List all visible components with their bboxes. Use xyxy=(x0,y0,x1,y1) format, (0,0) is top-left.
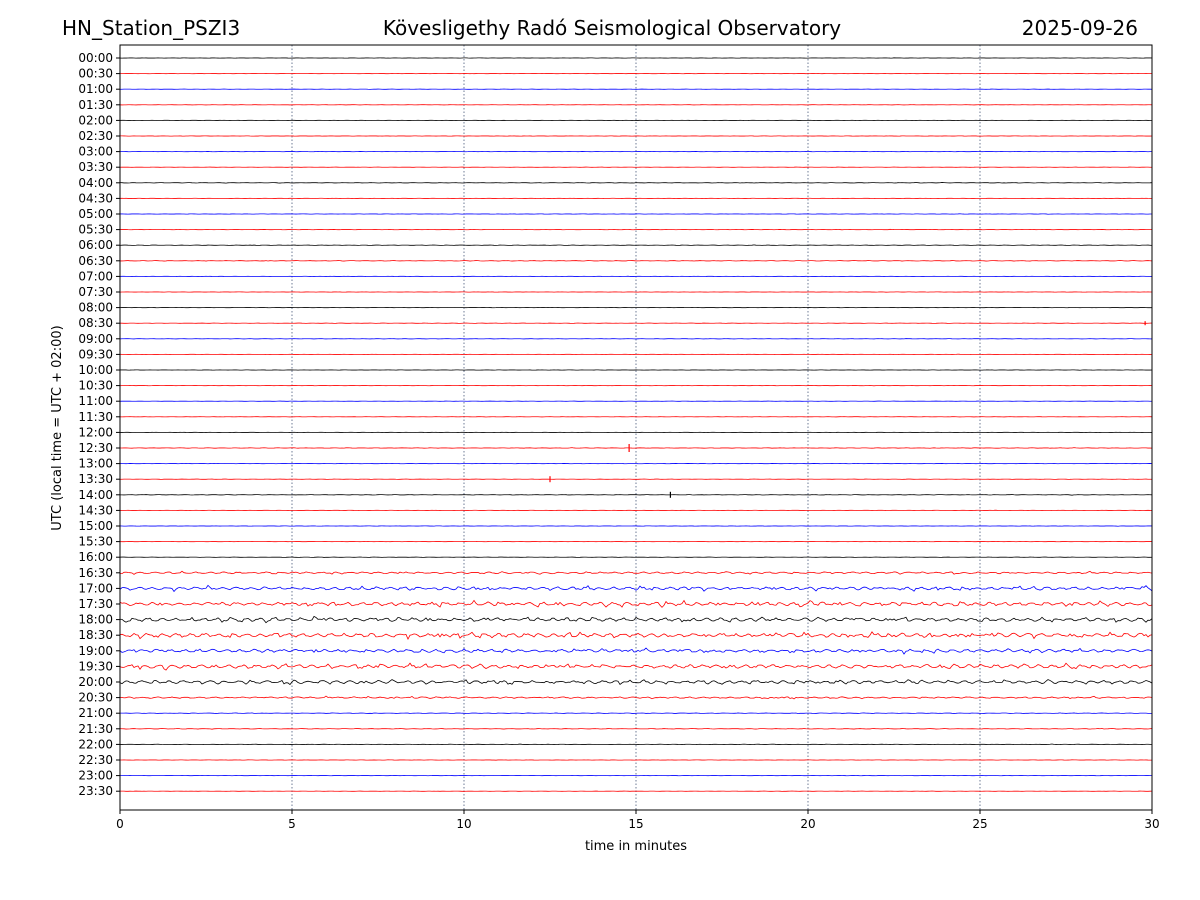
y-tick-label: 09:30 xyxy=(78,347,113,361)
y-tick-label: 11:00 xyxy=(78,394,113,408)
trace-line xyxy=(119,679,1153,686)
y-tick-label: 06:30 xyxy=(78,254,113,268)
y-tick-label: 12:00 xyxy=(78,425,113,439)
y-axis-label: UTC (local time = UTC + 02:00) xyxy=(50,325,65,530)
y-tick-label: 04:30 xyxy=(78,191,113,205)
y-tick-label: 18:00 xyxy=(78,613,113,627)
x-tick-label: 15 xyxy=(628,817,643,831)
vertical-gridlines xyxy=(291,45,981,810)
trace-line xyxy=(119,695,1153,700)
y-tick-label: 02:30 xyxy=(78,129,113,143)
y-tick-label: 20:30 xyxy=(78,691,113,705)
y-tick-label: 17:30 xyxy=(78,597,113,611)
trace-line xyxy=(119,615,1153,624)
trace-line xyxy=(119,494,1153,496)
y-tick-label: 15:00 xyxy=(78,519,113,533)
y-tick-label: 23:00 xyxy=(78,769,113,783)
y-tick-label: 20:00 xyxy=(78,675,113,689)
y-tick-label: 06:00 xyxy=(78,238,113,252)
y-tick-label: 12:30 xyxy=(78,441,113,455)
trace-line xyxy=(119,213,1153,215)
y-tick-label: 13:00 xyxy=(78,457,113,471)
y-tick-label: 22:30 xyxy=(78,753,113,767)
x-tick-label: 0 xyxy=(116,817,124,831)
trace-line xyxy=(119,647,1153,655)
y-tick-label: 00:30 xyxy=(78,67,113,81)
y-tick-label: 17:00 xyxy=(78,581,113,595)
y-tick-label: 03:30 xyxy=(78,160,113,174)
y-tick-label: 07:00 xyxy=(78,269,113,283)
trace-line xyxy=(119,662,1153,671)
y-tick-label: 11:30 xyxy=(78,410,113,424)
y-tick-label: 13:30 xyxy=(78,472,113,486)
y-tick-label: 10:00 xyxy=(78,363,113,377)
trace-line xyxy=(119,182,1153,184)
y-tick-label: 19:30 xyxy=(78,659,113,673)
trace-line xyxy=(119,631,1153,640)
y-tick-label: 21:00 xyxy=(78,706,113,720)
y-tick-label: 23:30 xyxy=(78,784,113,798)
trace-line xyxy=(119,244,1153,246)
y-tick-label: 02:00 xyxy=(78,113,113,127)
seismic-traces xyxy=(119,57,1153,792)
y-tick-label: 09:00 xyxy=(78,332,113,346)
trace-line xyxy=(119,743,1153,746)
y-tick-label: 21:30 xyxy=(78,722,113,736)
y-tick-label: 22:00 xyxy=(78,737,113,751)
y-tick-label: 10:30 xyxy=(78,379,113,393)
y-tick-label: 16:00 xyxy=(78,550,113,564)
y-tick-label: 18:30 xyxy=(78,628,113,642)
y-tick-label: 00:00 xyxy=(78,51,113,65)
y-tick-label: 04:00 xyxy=(78,176,113,190)
y-tick-label: 08:00 xyxy=(78,301,113,315)
y-tick-label: 01:30 xyxy=(78,98,113,112)
trace-line xyxy=(120,712,1153,714)
y-tick-label: 05:00 xyxy=(78,207,113,221)
trace-line xyxy=(119,447,1153,449)
x-tick-label: 20 xyxy=(800,817,815,831)
x-tick-label: 30 xyxy=(1144,817,1159,831)
trace-line xyxy=(119,599,1153,608)
y-tick-label: 03:00 xyxy=(78,145,113,159)
y-tick-label: 15:30 xyxy=(78,535,113,549)
y-tick-label: 14:00 xyxy=(78,488,113,502)
y-tick-label: 07:30 xyxy=(78,285,113,299)
trace-line xyxy=(119,728,1153,730)
trace-line xyxy=(120,570,1153,575)
trace-line xyxy=(120,260,1153,262)
y-tick-label: 19:00 xyxy=(78,644,113,658)
trace-line xyxy=(119,584,1153,593)
x-tick-label: 10 xyxy=(456,817,471,831)
y-tick-label: 14:30 xyxy=(78,503,113,517)
x-tick-label: 5 xyxy=(288,817,296,831)
date-title: 2025-09-26 xyxy=(1022,16,1138,40)
x-axis-label: time in minutes xyxy=(585,839,687,854)
y-tick-label: 01:00 xyxy=(78,82,113,96)
station-title: HN_Station_PSZI3 xyxy=(62,16,240,40)
y-tick-label: 05:30 xyxy=(78,223,113,237)
seismic-events xyxy=(549,321,1146,498)
observatory-title: Kövesligethy Radó Seismological Observat… xyxy=(383,16,841,40)
x-tick-label: 25 xyxy=(972,817,987,831)
x-axis-ticks: 0 5 10 15 20 25 30 xyxy=(116,810,1160,831)
y-tick-label: 08:30 xyxy=(78,316,113,330)
y-tick-label: 16:30 xyxy=(78,566,113,580)
